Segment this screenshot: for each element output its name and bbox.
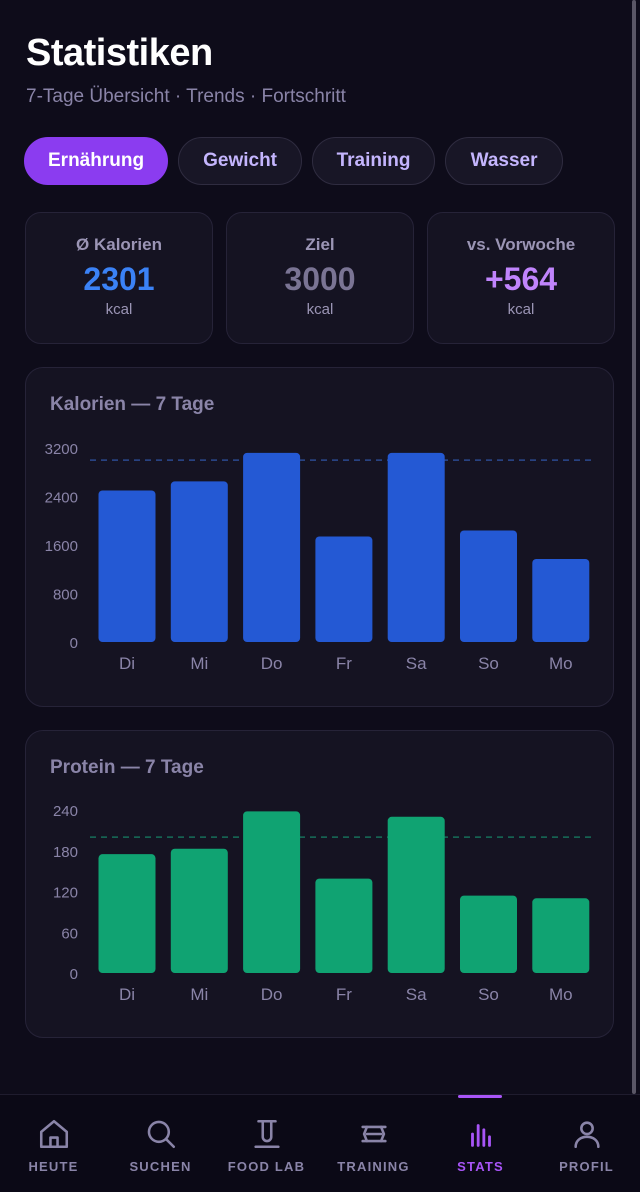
page-title: Statistiken (26, 32, 213, 74)
beaker-icon (253, 1119, 280, 1149)
bar (98, 854, 156, 973)
tab-ernaehrung[interactable]: Ernährung (24, 137, 169, 185)
stat-card-goal: Ziel 3000 kcal (226, 212, 414, 344)
summary-stats: Ø Kalorien 2301 kcal Ziel 3000 kcal vs. … (25, 212, 615, 344)
x-tick-label: Fr (336, 654, 352, 673)
chart-title: Protein — 7 Tage (50, 757, 204, 778)
y-tick-label: 60 (61, 925, 78, 942)
page-subtitle: 7-Tage Übersicht · Trends · Fortschritt (26, 86, 346, 107)
search-icon (147, 1120, 175, 1149)
nav-item-heute[interactable]: HEUTE (0, 1095, 107, 1192)
nav-item-suchen[interactable]: SUCHEN (107, 1095, 214, 1192)
calories-bar-chart: 0 800 1600 2400 3200 Di Mi Do Fr Sa So Mo (45, 441, 596, 673)
home-icon (39, 1119, 68, 1149)
x-tick-label: Do (261, 985, 283, 1004)
bar (243, 811, 301, 973)
protein-chart-card: Protein — 7 Tage 0 60 120 180 240 Di Mi Do Fr Sa S… (25, 730, 614, 1038)
nav-label: SUCHEN (129, 1159, 192, 1174)
y-tick-label: 120 (53, 885, 78, 902)
y-tick-label: 3200 (45, 441, 78, 458)
bar (98, 490, 156, 642)
x-tick-label: Sa (406, 985, 427, 1004)
y-tick-label: 240 (53, 803, 78, 820)
y-tick-label: 1600 (45, 538, 78, 555)
nav-item-profil[interactable]: PROFIL (533, 1095, 640, 1192)
x-tick-label: Do (261, 654, 283, 673)
bar (460, 895, 517, 973)
stat-unit: kcal (306, 301, 334, 318)
protein-bar-chart: 0 60 120 180 240 Di Mi Do Fr Sa So Mo (53, 803, 596, 1004)
x-tick-label: Fr (336, 985, 352, 1004)
user-icon (573, 1121, 600, 1149)
y-tick-label: 180 (53, 844, 78, 861)
y-tick-label: 2400 (45, 490, 78, 507)
chart-title: Kalorien — 7 Tage (50, 394, 215, 415)
nav-item-training[interactable]: TRAINING (320, 1095, 427, 1192)
stat-card-vs-last-week: vs. Vorwoche +564 kcal (427, 212, 615, 344)
x-tick-label: Mi (190, 985, 208, 1004)
scrollbar[interactable] (632, 0, 636, 1094)
x-tick-label: Mo (549, 654, 573, 673)
stat-unit: kcal (507, 301, 535, 318)
bar (170, 848, 228, 973)
nav-label: STATS (457, 1159, 504, 1174)
bar (460, 530, 517, 642)
nav-label: TRAINING (337, 1159, 410, 1174)
bar (315, 878, 373, 973)
nav-label: FOOD LAB (227, 1159, 306, 1174)
x-tick-label: Di (119, 654, 135, 673)
active-tab-indicator (458, 1095, 502, 1098)
x-tick-label: Sa (406, 654, 427, 673)
bottom-nav: HEUTE SUCHEN FOOD LAB TRAINING STATS PRO… (0, 1094, 640, 1192)
bar-chart-icon (470, 1124, 491, 1147)
bar (532, 898, 590, 973)
stat-label: Ziel (305, 235, 335, 254)
stat-value: +564 (484, 261, 558, 297)
y-tick-label: 0 (70, 635, 78, 652)
stat-label: vs. Vorwoche (466, 235, 576, 254)
calories-chart-card: Kalorien — 7 Tage 0 800 1600 2400 3200 Di Mi Do… (25, 367, 614, 707)
x-tick-label: Mo (549, 985, 573, 1004)
x-tick-label: Mi (190, 654, 208, 673)
y-tick-label: 800 (53, 587, 78, 604)
nav-label: PROFIL (559, 1159, 614, 1174)
x-tick-label: So (478, 985, 499, 1004)
stat-card-avg-calories: Ø Kalorien 2301 kcal (25, 212, 213, 344)
stat-value: 3000 (284, 261, 356, 297)
stat-label: Ø Kalorien (76, 235, 162, 254)
bar (387, 816, 445, 973)
nav-label: HEUTE (28, 1159, 79, 1174)
dumbbell-icon (360, 1125, 387, 1143)
y-tick-label: 0 (70, 966, 78, 983)
bar (532, 558, 590, 642)
bar (387, 452, 445, 642)
tab-wasser[interactable]: Wasser (445, 137, 564, 185)
bar (315, 536, 373, 642)
category-tabs: Ernährung Gewicht Training Wasser (24, 137, 564, 185)
nav-item-stats[interactable]: STATS (427, 1095, 534, 1192)
tab-training[interactable]: Training (312, 137, 436, 185)
x-tick-label: Di (119, 985, 135, 1004)
stat-value: 2301 (83, 261, 155, 297)
bar (170, 481, 228, 642)
tab-gewicht[interactable]: Gewicht (178, 137, 303, 185)
x-tick-label: So (478, 654, 499, 673)
nav-item-food-lab[interactable]: FOOD LAB (213, 1095, 320, 1192)
bar (243, 452, 301, 642)
stat-unit: kcal (105, 301, 133, 318)
